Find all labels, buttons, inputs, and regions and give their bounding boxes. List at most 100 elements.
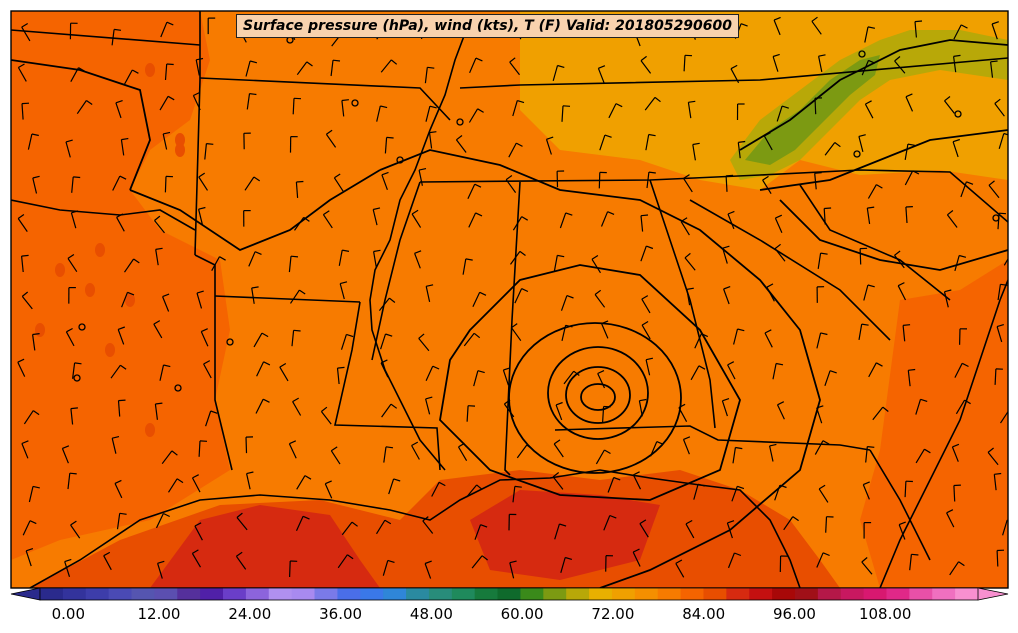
wind-barb (686, 287, 694, 306)
wind-barb (779, 555, 788, 573)
wind-barb (866, 206, 875, 224)
wind-barb (68, 287, 76, 304)
wind-barb (597, 370, 606, 389)
wind-barb (428, 131, 437, 149)
colorbar-extend-min (10, 587, 41, 601)
colorbar-swatch (85, 588, 110, 600)
colorbar-swatch (223, 588, 247, 600)
wind-barb (155, 512, 170, 529)
wind-barb (644, 96, 661, 111)
temperature-hotspot (145, 63, 155, 77)
wind-barb (21, 440, 29, 459)
wind-barb (471, 555, 488, 569)
wind-barb (17, 214, 28, 232)
calm-wind-marker (73, 374, 81, 382)
wind-barb (762, 175, 772, 195)
temperature-hotspot (145, 423, 155, 437)
wind-barb (905, 206, 913, 224)
wind-barb (411, 441, 420, 460)
wind-barb (959, 328, 968, 345)
wind-barb (246, 471, 254, 490)
wind-barb (418, 168, 427, 186)
wind-barb (341, 521, 358, 536)
wind-barb (380, 359, 389, 378)
temperature-hotspot (105, 343, 115, 357)
colorbar-tick-label: 84.00 (682, 605, 725, 623)
wind-barb (116, 213, 125, 232)
wind-barb (601, 320, 609, 339)
wind-barb (640, 214, 649, 232)
wind-barb (167, 478, 184, 493)
wind-barb (32, 333, 40, 351)
wind-barb (21, 291, 33, 310)
wind-barb (411, 209, 422, 228)
calm-wind-marker (351, 99, 359, 107)
wind-barb (685, 519, 695, 539)
wind-barb (288, 255, 299, 273)
wind-barb (67, 472, 77, 490)
wind-barb (510, 250, 526, 265)
wind-barb (949, 561, 965, 576)
wind-barb (816, 332, 828, 349)
boundary-line (689, 199, 891, 341)
wind-barb (25, 548, 34, 567)
wind-barb (422, 516, 434, 534)
wind-barb (894, 250, 905, 269)
wind-barb (987, 447, 999, 466)
wind-barb (27, 133, 39, 150)
isobar (580, 383, 616, 411)
wind-barb (737, 140, 746, 159)
wind-barbs (17, 16, 1008, 579)
wind-barb (383, 446, 394, 463)
wind-barb (902, 324, 911, 342)
wind-barb (914, 20, 923, 38)
wind-barb (560, 295, 574, 311)
colorbar-swatch (62, 588, 87, 600)
wind-barb (960, 181, 974, 198)
wind-barb (736, 103, 745, 121)
colorbar-labels: 0.00 12.00 24.00 36.00 48.00 60.00 72.00 84.00 9… (52, 605, 912, 623)
isobar (759, 129, 1008, 191)
wind-barb (330, 446, 341, 465)
wind-barb (508, 142, 523, 158)
wind-barb (162, 293, 170, 312)
wind-barb (772, 53, 780, 72)
wind-barb (117, 399, 126, 417)
wind-barb (998, 132, 1008, 149)
colorbar-swatch (337, 588, 361, 600)
wind-barb (955, 399, 971, 415)
wind-barb (603, 514, 617, 531)
wind-barb (776, 105, 789, 122)
colorbar-swatch (428, 588, 453, 600)
wind-barb (455, 135, 467, 153)
wind-barb (904, 143, 915, 161)
wind-barb (211, 256, 226, 271)
wind-barb (70, 520, 81, 539)
wind-barb (722, 245, 730, 264)
wind-barb (64, 558, 72, 577)
wind-barb (203, 360, 212, 379)
isobar (508, 322, 682, 474)
boundary-line (194, 254, 233, 471)
wind-barb (467, 183, 482, 199)
wind-barb (1002, 519, 1008, 536)
wind-barb (236, 512, 248, 531)
wind-barb (65, 327, 75, 347)
wind-barb (296, 475, 312, 490)
wind-barb (198, 206, 206, 225)
wind-barb (641, 320, 651, 340)
wind-barb (159, 95, 175, 111)
wind-barb (591, 254, 602, 274)
wind-barb (763, 132, 773, 151)
wind-barb (605, 555, 614, 572)
coastline (879, 279, 1008, 588)
colorbar-swatch (955, 588, 979, 600)
wind-barb (255, 398, 270, 414)
wind-barb (727, 210, 735, 230)
boundary-line (869, 449, 931, 561)
colorbar-swatch (291, 588, 316, 600)
isobar (129, 169, 381, 252)
wind-barb (463, 332, 481, 347)
wind-barb (645, 133, 656, 151)
